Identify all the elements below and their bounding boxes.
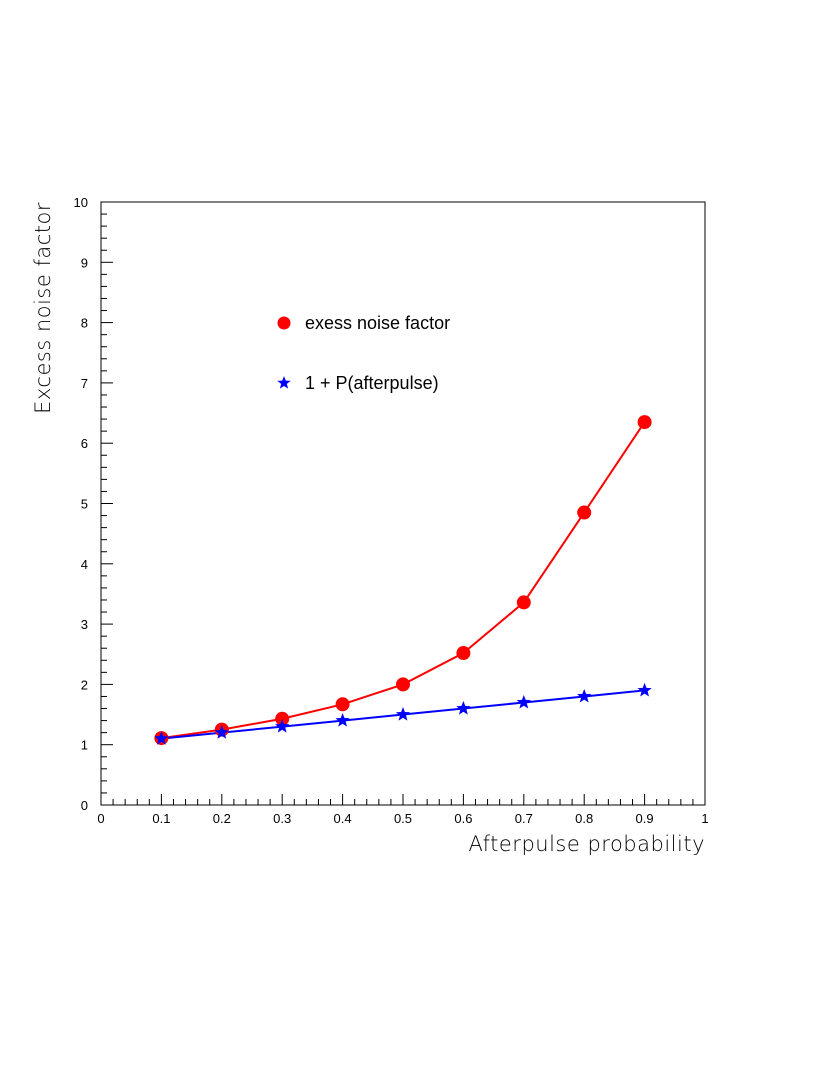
x-tick-label: 0.2 [213,811,231,826]
data-point-circle [577,505,592,520]
y-tick-label: 4 [81,557,88,572]
legend-label: 1 + P(afterpulse) [305,373,439,393]
data-point-circle [456,646,471,661]
tick-labels: 0 0.1 0.2 0.3 0.4 0.5 0.6 0.7 0.8 0.9 101234567891… [74,195,709,826]
data-point-star [154,731,169,745]
x-tick-label: 0.6 [454,811,472,826]
x-tick-label: 0.5 [394,811,412,826]
x-tick-label: 0.7 [515,811,533,826]
y-tick-label: 8 [81,316,88,331]
data-point-star [637,682,652,697]
x-tick-label: 0.9 [636,811,654,826]
y-axis-title: Excess noise factor [31,202,55,414]
legend-marker-star [277,376,291,389]
x-axis-title: Afterpulse probability [469,832,705,856]
axis-ticks [100,201,706,806]
data-point-star [577,688,592,703]
data-point-star [214,725,229,739]
data-point-star [456,701,471,715]
series-markers [154,415,652,746]
legend: exess noise factor 1 + P(afterpulse) [277,313,450,393]
y-tick-label: 1 [81,738,88,753]
x-tick-label: 0 [97,811,104,826]
y-tick-label: 0 [81,798,88,813]
legend-marker-circle [277,316,291,330]
y-tick-label: 6 [81,436,88,451]
y-tick-label: 7 [81,376,88,391]
data-point-star [395,707,411,721]
data-point-circle [335,697,350,712]
x-tick-label: 0.3 [273,811,291,826]
data-point-star [335,713,350,727]
y-tick-label: 3 [81,617,88,632]
x-tick-label: 0.1 [152,811,170,826]
data-point-circle [396,677,410,692]
y-tick-label: 2 [81,677,88,692]
y-tick-label: 9 [81,255,88,270]
x-tick-label: 1 [701,811,708,826]
data-point-circle [637,415,652,430]
data-point-circle [516,595,531,610]
x-tick-label: 0.8 [575,811,593,826]
data-point-star [275,719,290,733]
y-tick-label: 5 [81,497,88,512]
data-point-circle [275,711,290,726]
legend-label: exess noise factor [305,313,450,333]
data-point-star [516,694,531,709]
x-tick-label: 0.4 [334,811,352,826]
y-tick-label: 10 [74,195,88,210]
